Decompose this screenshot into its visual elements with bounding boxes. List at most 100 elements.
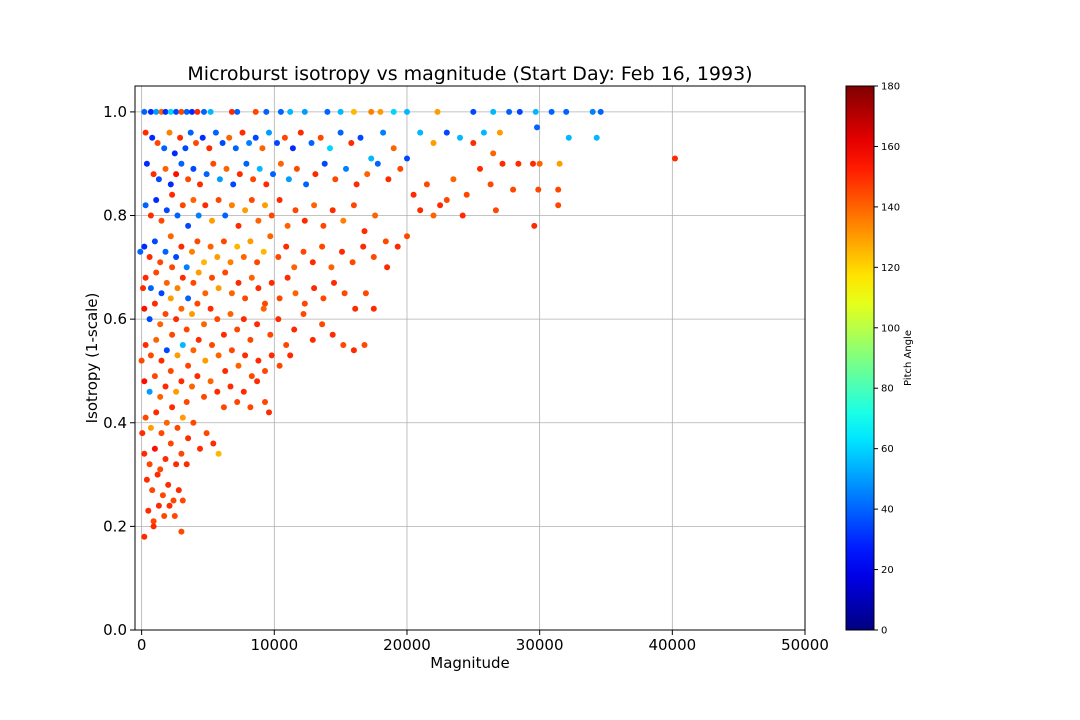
- data-point: [301, 300, 308, 307]
- data-point: [142, 274, 149, 281]
- data-point: [163, 419, 170, 426]
- data-point: [255, 285, 262, 292]
- data-point: [430, 212, 437, 219]
- data-point: [151, 445, 158, 452]
- data-point: [291, 326, 298, 333]
- data-point: [353, 181, 360, 188]
- y-tick-label: 0.0: [103, 621, 127, 639]
- data-point: [247, 238, 254, 245]
- data-point: [158, 357, 165, 364]
- data-point: [276, 295, 283, 302]
- data-point: [166, 129, 173, 136]
- data-point: [404, 155, 410, 162]
- data-point: [259, 145, 266, 152]
- data-point: [178, 305, 185, 312]
- data-point: [206, 145, 213, 152]
- data-point: [209, 217, 215, 224]
- data-point: [189, 311, 195, 317]
- data-point: [153, 409, 160, 416]
- data-point: [267, 331, 274, 338]
- data-point: [423, 181, 430, 188]
- data-point: [232, 145, 239, 152]
- data-point: [179, 202, 186, 209]
- data-point: [443, 129, 450, 136]
- data-point: [270, 171, 276, 178]
- data-point: [255, 357, 262, 364]
- data-point: [187, 129, 194, 136]
- data-point: [510, 186, 517, 193]
- data-point: [236, 171, 243, 178]
- data-point: [228, 347, 235, 354]
- data-point: [169, 191, 176, 198]
- data-point: [287, 108, 294, 115]
- data-point: [397, 165, 404, 172]
- data-point: [215, 197, 222, 203]
- data-point: [357, 134, 364, 141]
- data-point: [202, 290, 209, 297]
- data-point: [368, 108, 375, 115]
- data-point: [340, 342, 347, 348]
- data-point: [178, 528, 185, 535]
- data-point: [377, 108, 384, 115]
- data-point: [348, 140, 355, 146]
- data-point: [360, 243, 367, 250]
- data-point: [240, 388, 247, 395]
- data-point: [490, 108, 497, 115]
- data-point: [185, 222, 192, 229]
- data-point: [287, 352, 294, 359]
- data-point: [301, 108, 308, 115]
- data-point: [137, 248, 144, 255]
- data-point: [320, 295, 327, 302]
- y-tick-label: 0.8: [103, 207, 127, 225]
- data-point: [248, 197, 255, 203]
- data-point: [157, 259, 164, 266]
- data-point: [515, 160, 522, 167]
- data-point: [267, 233, 274, 240]
- data-point: [480, 129, 487, 136]
- data-point: [167, 181, 174, 188]
- data-point: [166, 502, 173, 509]
- data-point: [150, 171, 157, 178]
- data-point: [256, 165, 263, 172]
- y-tick-label: 0.4: [103, 414, 127, 432]
- data-point: [252, 108, 259, 115]
- colorbar: 0 20 40 60 80 100 120 140 160 180: [845, 82, 900, 637]
- data-point: [190, 279, 197, 286]
- data-point: [262, 202, 268, 209]
- data-point: [243, 160, 250, 167]
- colorbar-tick-label: 140: [881, 202, 900, 213]
- data-point: [167, 368, 174, 374]
- data-point: [175, 487, 182, 494]
- data-point: [227, 311, 234, 317]
- data-point: [394, 243, 401, 250]
- data-point: [194, 108, 201, 115]
- data-point: [179, 497, 186, 504]
- data-point: [457, 134, 463, 141]
- y-tick-label: 0.2: [103, 517, 127, 535]
- data-point: [341, 290, 348, 297]
- data-point: [194, 238, 201, 245]
- data-point: [182, 145, 189, 152]
- data-point: [173, 461, 180, 468]
- data-point: [202, 357, 209, 364]
- data-point: [173, 254, 180, 260]
- data-point: [262, 399, 268, 405]
- data-point: [487, 181, 494, 188]
- data-point: [340, 217, 347, 224]
- data-point: [173, 316, 180, 323]
- data-point: [153, 108, 160, 115]
- data-point: [228, 202, 235, 209]
- data-point: [161, 145, 168, 152]
- data-point: [185, 176, 192, 183]
- data-point: [179, 414, 186, 421]
- data-point: [178, 160, 185, 167]
- colorbar-bar: [845, 85, 875, 631]
- data-point: [190, 419, 197, 426]
- data-point: [162, 383, 169, 390]
- data-point: [372, 212, 379, 219]
- colorbar-tick-label: 40: [881, 505, 894, 516]
- data-point: [317, 134, 324, 141]
- chart-title: Microburst isotropy vs magnitude (Start …: [187, 63, 752, 85]
- data-point: [260, 248, 267, 255]
- data-point: [167, 440, 174, 447]
